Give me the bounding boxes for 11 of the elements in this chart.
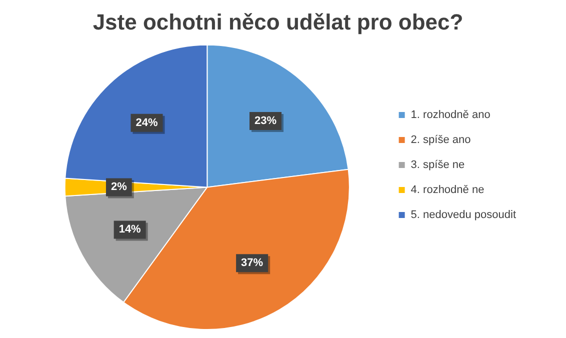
data-label: 23% xyxy=(254,115,277,128)
data-label: 2% xyxy=(110,181,128,194)
legend-label: 1. rozhodně ano xyxy=(410,109,490,122)
data-label: 14% xyxy=(118,224,142,236)
chart-title: Jste ochotni něco udělat pro obec? xyxy=(92,9,464,34)
data-label: 24% xyxy=(136,116,158,129)
data-label: 37% xyxy=(241,257,264,270)
legend-label: 5. nedovedu posoudit xyxy=(410,209,516,222)
legend-label: 2. spíše ano xyxy=(410,134,471,146)
legend-label: 4. rozhodně ne xyxy=(410,184,484,196)
legend-label: 3. spíše ne xyxy=(410,159,465,172)
